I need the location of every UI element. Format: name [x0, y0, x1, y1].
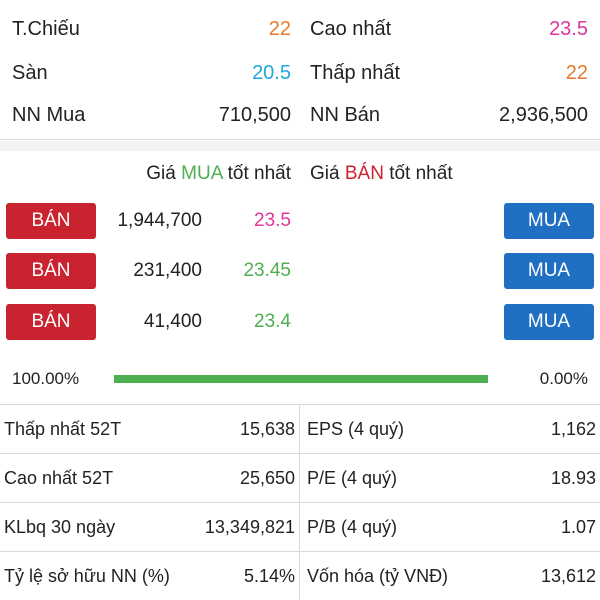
order-row: BÁN 1,944,700 23.5 MUA — [0, 203, 600, 241]
stats-row: Tỷ lệ sở hữu NN (%) 5.14% Vốn hóa (tỷ VN… — [0, 552, 600, 600]
foreign-buy-value: 710,500 — [218, 104, 291, 126]
order-row: BÁN 41,400 23.4 MUA — [0, 304, 600, 342]
bid-quantity: 41,400 — [143, 311, 202, 332]
ratio-bar — [114, 375, 488, 383]
summary-row: Sàn 20.5 Thấp nhất 22 — [0, 51, 600, 95]
reference-price-value: 22 — [268, 18, 291, 40]
stat-value: 1,162 — [550, 419, 596, 439]
floor-price-label: Sàn — [12, 62, 48, 84]
heading-prefix: Giá — [310, 163, 345, 184]
order-book: Giá MUA tốt nhất Giá BÁN tốt nhất BÁN 1,… — [0, 151, 600, 396]
stats-row: KLbq 30 ngày 13,349,821 P/B (4 quý) 1.07 — [0, 503, 600, 552]
stat-value: 25,650 — [239, 468, 295, 488]
heading-buy-highlight: MUA — [181, 163, 223, 184]
stat-label: P/B (4 quý) — [307, 517, 398, 537]
stats-row: Cao nhất 52T 25,650 P/E (4 quý) 18.93 — [0, 454, 600, 503]
order-book-header: Giá MUA tốt nhất Giá BÁN tốt nhất — [0, 159, 600, 189]
sell-button[interactable]: BÁN — [6, 304, 96, 340]
stat-value: 15,638 — [239, 419, 295, 439]
buy-button[interactable]: MUA — [504, 253, 594, 289]
bid-price: 23.4 — [254, 311, 291, 332]
reference-price-label: T.Chiếu — [12, 18, 80, 40]
stat-value: 13,612 — [540, 566, 596, 586]
summary-row: T.Chiếu 22 Cao nhất 23.5 — [0, 7, 600, 51]
floor-price-value: 20.5 — [252, 62, 291, 84]
section-divider — [0, 141, 600, 151]
foreign-buy-label: NN Mua — [12, 104, 86, 126]
stat-label: KLbq 30 ngày — [4, 517, 116, 537]
high-price-value: 23.5 — [549, 18, 588, 40]
stat-value: 13,349,821 — [204, 517, 295, 537]
heading-suffix: tốt nhất — [383, 163, 453, 184]
stock-stats-table: Thấp nhất 52T 15,638 EPS (4 quý) 1,162 C… — [0, 404, 600, 600]
stat-label: EPS (4 quý) — [307, 419, 405, 439]
heading-prefix: Giá — [146, 163, 182, 184]
bid-price: 23.5 — [254, 210, 291, 231]
buy-button[interactable]: MUA — [504, 304, 594, 340]
sell-ratio-label: 0.00% — [539, 369, 588, 388]
best-buy-price-heading: Giá MUA tốt nhất — [146, 159, 291, 189]
buy-button[interactable]: MUA — [504, 203, 594, 239]
stat-value: 18.93 — [550, 468, 596, 488]
summary-row: NN Mua 710,500 NN Bán 2,936,500 — [0, 93, 600, 137]
high-price-label: Cao nhất — [310, 18, 392, 40]
buy-ratio-label: 100.00% — [12, 369, 80, 388]
low-price-label: Thấp nhất — [310, 62, 401, 84]
stat-value: 5.14% — [243, 566, 295, 586]
sell-button[interactable]: BÁN — [6, 253, 96, 289]
stat-label: Vốn hóa (tỷ VNĐ) — [307, 566, 449, 586]
best-sell-price-heading: Giá BÁN tốt nhất — [310, 159, 453, 189]
foreign-sell-value: 2,936,500 — [499, 104, 588, 126]
bid-quantity: 1,944,700 — [117, 210, 202, 231]
stat-label: Tỷ lệ sở hữu NN (%) — [4, 566, 170, 586]
heading-suffix: tốt nhất — [222, 163, 291, 184]
price-summary: T.Chiếu 22 Cao nhất 23.5 Sàn 20.5 Thấp n… — [0, 0, 600, 140]
buy-sell-ratio: 100.00% 0.00% — [0, 367, 600, 391]
heading-sell-highlight: BÁN — [344, 163, 384, 184]
foreign-sell-label: NN Bán — [310, 104, 381, 126]
ratio-bar-fill — [114, 375, 488, 383]
stat-label: Thấp nhất 52T — [4, 419, 122, 439]
stats-row: Thấp nhất 52T 15,638 EPS (4 quý) 1,162 — [0, 405, 600, 454]
stat-label: Cao nhất 52T — [4, 468, 114, 488]
bid-quantity: 231,400 — [133, 260, 202, 281]
stat-value: 1.07 — [560, 517, 596, 537]
bid-price: 23.45 — [243, 260, 291, 281]
order-row: BÁN 231,400 23.45 MUA — [0, 253, 600, 291]
low-price-value: 22 — [565, 62, 588, 84]
stat-label: P/E (4 quý) — [307, 468, 398, 488]
sell-button[interactable]: BÁN — [6, 203, 96, 239]
